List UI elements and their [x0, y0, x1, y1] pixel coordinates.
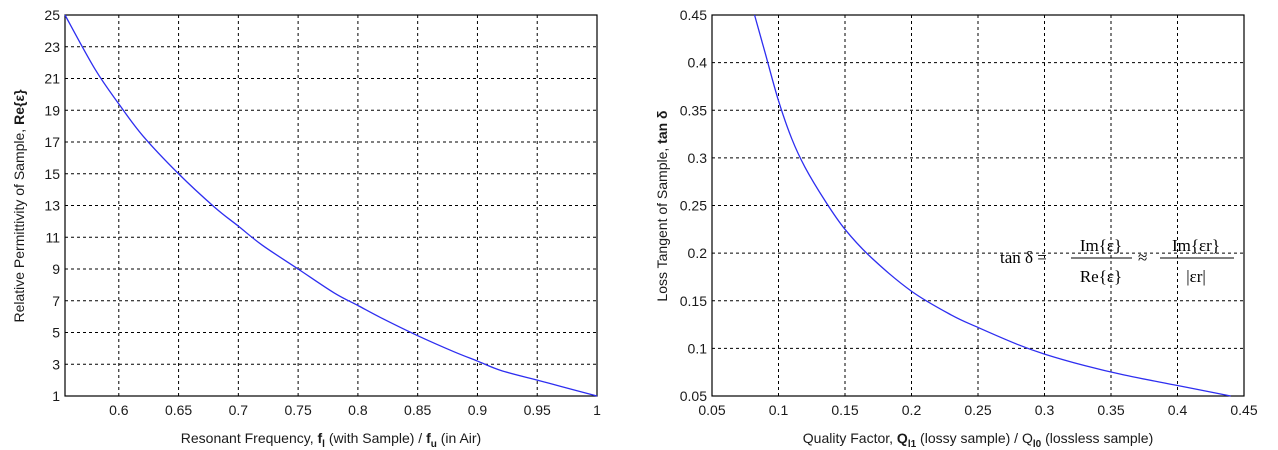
y-ticks: 0.05 0.1 0.15 0.2 0.25 0.3 0.35 0.4 0.45: [680, 7, 707, 404]
x-tick-label: 0.35: [1097, 402, 1124, 418]
x-axis-label: Resonant Frequency, fl (with Sample) / f…: [181, 430, 481, 450]
y-tick-label: 0.1: [688, 340, 708, 356]
y-tick-label: 0.25: [680, 198, 707, 214]
y-tick-label: 0.45: [680, 7, 707, 23]
permittivity-chart: 0.6 0.65 0.7 0.75 0.8 0.85 0.9 0.95 1 1357911131…: [11, 7, 601, 450]
equation-numerator-1: Im{ε}: [1080, 236, 1122, 255]
equation: tan δ = Im{ε} Re{ε} ≈ Im{εr} |εr|: [1000, 236, 1234, 286]
y-tick-label: 5: [52, 325, 60, 341]
y-tick-label: 1: [52, 388, 60, 404]
y-tick-label: 15: [44, 166, 60, 182]
x-axis-label: Quality Factor, Ql1 (lossy sample) / Ql0…: [803, 430, 1153, 450]
y-tick-label: 19: [44, 102, 60, 118]
y-tick-label: 11: [45, 229, 60, 245]
y-axis-label: Relative Permittivity of Sample, Re{ε}: [11, 89, 27, 323]
y-tick-label: 0.15: [680, 293, 707, 309]
plot-frame: [711, 14, 1245, 397]
x-tick-label: 0.25: [964, 402, 991, 418]
grid: [712, 15, 1244, 396]
x-tick-label: 0.3: [1035, 402, 1055, 418]
x-ticks: 0.05 0.1 0.15 0.2 0.25 0.3 0.35 0.4 0.45: [698, 402, 1257, 418]
y-tick-label: 0.05: [680, 388, 707, 404]
x-tick-label: 0.95: [524, 402, 551, 418]
equation-lhs: tan δ =: [1000, 248, 1047, 267]
y-tick-label: 9: [52, 261, 60, 277]
x-ticks: 0.6 0.65 0.7 0.75 0.8 0.85 0.9 0.95 1: [109, 402, 601, 418]
x-tick-label: 0.15: [831, 402, 858, 418]
x-tick-label: 0.4: [1168, 402, 1188, 418]
x-tick-label: 0.9: [468, 402, 488, 418]
grid: [65, 15, 597, 396]
loss-tangent-curve: [753, 14, 1231, 397]
x-tick-label: 0.05: [698, 402, 725, 418]
y-tick-label: 0.3: [688, 150, 708, 166]
y-tick-label: 23: [44, 39, 60, 55]
y-tick-label: 3: [52, 356, 60, 372]
permittivity-curve: [64, 14, 598, 397]
x-tick-label: 0.65: [165, 402, 192, 418]
loss-tangent-chart: 0.05 0.1 0.15 0.2 0.25 0.3 0.35 0.4 0.45 0.05 0.1…: [654, 7, 1258, 450]
y-tick-label: 7: [52, 293, 60, 309]
y-tick-label: 21: [44, 71, 60, 87]
equation-denominator-1: Re{ε}: [1080, 267, 1122, 286]
y-tick-label: 17: [44, 134, 60, 150]
approx-sign: ≈: [1138, 248, 1147, 267]
y-tick-label: 0.4: [688, 55, 708, 71]
y-axis-label: Loss Tangent of Sample, tan δ: [654, 110, 670, 301]
x-tick-label: 0.7: [229, 402, 249, 418]
equation-denominator-2: |εr|: [1186, 267, 1206, 286]
x-tick-label: 0.8: [348, 402, 368, 418]
x-tick-label: 0.45: [1230, 402, 1257, 418]
equation-numerator-2: Im{εr}: [1172, 236, 1220, 255]
plot-frame: [64, 14, 598, 397]
x-tick-label: 0.85: [404, 402, 431, 418]
x-tick-label: 1: [593, 402, 601, 418]
x-tick-label: 0.1: [769, 402, 789, 418]
y-tick-label: 0.35: [680, 102, 707, 118]
x-tick-label: 0.2: [902, 402, 922, 418]
y-tick-label: 13: [44, 198, 60, 214]
y-tick-label: 0.2: [688, 245, 708, 261]
x-tick-label: 0.75: [284, 402, 311, 418]
y-tick-label: 25: [44, 7, 60, 23]
x-tick-label: 0.6: [109, 402, 129, 418]
